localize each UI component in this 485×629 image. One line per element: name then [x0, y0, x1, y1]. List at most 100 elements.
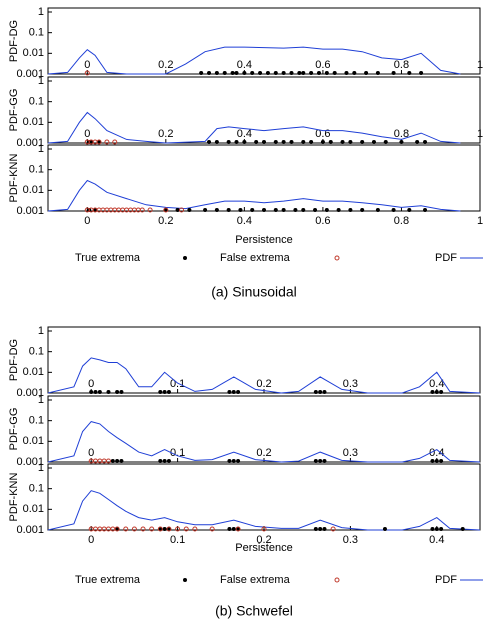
true-extremum	[348, 208, 353, 212]
false-extremum	[183, 526, 189, 532]
x-tick-label: 1	[477, 215, 483, 227]
true-extremum	[309, 140, 314, 144]
true-extremum	[360, 140, 365, 144]
true-extremum	[258, 71, 263, 75]
true-extremum	[318, 390, 323, 394]
y-axis-label: PDF-DG	[8, 339, 20, 381]
true-extremum	[371, 140, 376, 144]
false-extremum	[163, 207, 169, 213]
true-extremum	[226, 208, 231, 212]
true-extremum	[281, 71, 286, 75]
x-tick-label: 0.6	[315, 215, 330, 227]
false-extremum	[114, 526, 120, 532]
true-extremum	[199, 71, 204, 75]
pdf-line	[47, 46, 461, 75]
x-tick-label: 0.2	[158, 215, 173, 227]
true-extremum	[226, 140, 231, 144]
y-tick-label: 0.01	[23, 435, 44, 447]
y-axis-label: PDF-DG	[8, 20, 20, 62]
y-tick-label: 0.01	[23, 47, 44, 59]
true-extremum	[407, 71, 412, 75]
y-tick-label: 1	[38, 394, 44, 406]
legend-label: False extrema	[220, 574, 291, 586]
panel-frame	[47, 144, 481, 212]
y-tick-label: 0.1	[29, 483, 44, 495]
true-extremum	[273, 71, 278, 75]
true-extremum	[207, 71, 212, 75]
true-extremum	[309, 71, 314, 75]
x-tick-label: 0.4	[429, 447, 444, 459]
true-extremum	[227, 390, 232, 394]
y-tick-label: 0.01	[23, 503, 44, 515]
false-extremum	[140, 526, 146, 532]
true-extremum	[231, 390, 236, 394]
false-extremum	[330, 526, 336, 532]
y-tick-label: 0.1	[29, 96, 44, 108]
true-extremum	[236, 390, 241, 394]
true-extremum	[238, 208, 243, 212]
true-extremum	[250, 71, 255, 75]
true-extremum	[115, 527, 120, 531]
true-extremum	[93, 208, 98, 212]
true-extremum	[348, 140, 353, 144]
true-extremum	[115, 459, 120, 463]
true-extremum	[236, 527, 241, 531]
y-tick-label: 0.1	[29, 164, 44, 176]
true-extremum	[236, 459, 241, 463]
x-tick-label: 1	[477, 59, 483, 71]
y-tick-label: 1	[38, 143, 44, 155]
pdf-line	[47, 357, 481, 394]
legend-label: True extrema	[75, 574, 141, 586]
true-extremum	[301, 71, 306, 75]
true-extremum	[423, 140, 428, 144]
true-extremum	[430, 459, 435, 463]
true-extremum	[439, 459, 444, 463]
true-extremum	[430, 390, 435, 394]
y-tick-label: 1	[38, 6, 44, 18]
true-extremum	[301, 208, 306, 212]
true-extremum	[313, 390, 318, 394]
true-extremum	[158, 459, 163, 463]
y-axis-label: PDF-KNN	[8, 154, 20, 203]
true-extremum	[399, 140, 404, 144]
true-extremum	[250, 208, 255, 212]
true-extremum	[460, 527, 465, 531]
true-extremum	[227, 527, 232, 531]
true-extremum	[273, 140, 278, 144]
true-extremum	[227, 459, 232, 463]
true-extremum	[336, 208, 341, 212]
true-extremum	[162, 459, 167, 463]
true-extremum	[430, 527, 435, 531]
panel-frame	[47, 463, 481, 531]
true-extremum	[313, 459, 318, 463]
true-extremum	[166, 390, 171, 394]
legend-marker	[183, 578, 187, 582]
legend-label: False extrema	[220, 252, 291, 264]
true-extremum	[313, 527, 318, 531]
true-extremum	[262, 140, 266, 144]
true-extremum	[382, 527, 387, 531]
x-tick-label: 0.8	[394, 215, 409, 227]
x-tick-label: 1	[477, 128, 483, 140]
false-extremum	[192, 526, 198, 532]
true-extremum	[242, 71, 247, 75]
y-axis-label: PDF-KNN	[8, 473, 20, 522]
true-extremum	[318, 527, 323, 531]
true-extremum	[281, 140, 286, 144]
true-extremum	[203, 208, 208, 212]
x-tick-label: 0.8	[394, 128, 409, 140]
legend-label: True extrema	[75, 252, 141, 264]
true-extremum	[340, 140, 345, 144]
x-tick-label: 0.1	[170, 378, 185, 390]
true-extremum	[415, 140, 420, 144]
pdf-line	[47, 490, 481, 531]
x-tick-label: 0.2	[158, 128, 173, 140]
true-extremum	[316, 71, 321, 75]
true-extremum	[89, 390, 94, 394]
x-tick-label: 0	[84, 215, 90, 227]
false-extremum	[112, 139, 118, 145]
true-extremum	[242, 140, 247, 144]
true-extremum	[318, 459, 323, 463]
true-extremum	[166, 527, 171, 531]
y-axis-label: PDF-GG	[8, 408, 20, 451]
